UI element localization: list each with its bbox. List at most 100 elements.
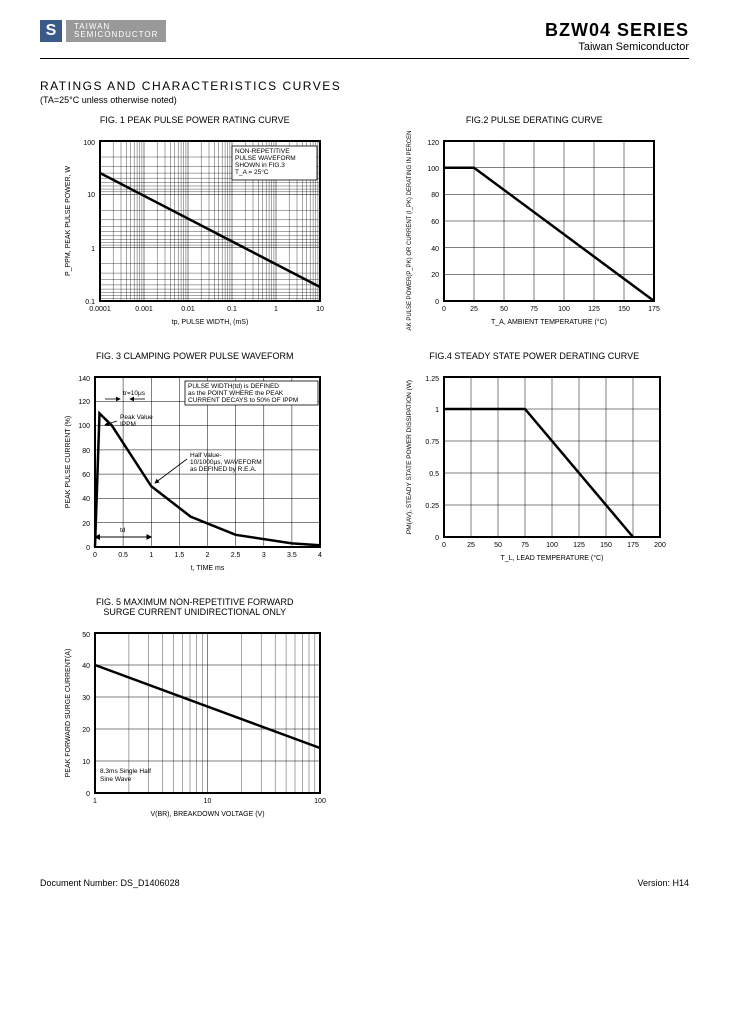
svg-text:10: 10 <box>82 759 90 766</box>
section-note: (TA=25°C unless otherwise noted) <box>40 95 689 105</box>
fig4-chart: 0 0.25 0.5 0.75 1 1.25 0 25 50 75 100 12… <box>394 367 674 567</box>
svg-text:25: 25 <box>467 542 475 549</box>
svg-text:td: td <box>120 527 126 534</box>
svg-text:0: 0 <box>442 306 446 313</box>
fig3-chart: PULSE WIDTH(td) is DEFINED as the POINT … <box>55 367 335 577</box>
svg-text:10: 10 <box>316 306 324 313</box>
svg-text:100: 100 <box>78 423 90 430</box>
fig2: FIG.2 PULSE DERATING CURVE 0 20 40 60 80… <box>380 115 690 331</box>
svg-text:PEAK FORWARD SURGE CURRENT(A): PEAK FORWARD SURGE CURRENT(A) <box>65 649 72 778</box>
svg-text:0.001: 0.001 <box>135 306 153 313</box>
svg-text:20: 20 <box>431 272 439 279</box>
series-title: BZW04 SERIES <box>545 20 689 41</box>
svg-text:as the POINT WHERE the PEAK: as the POINT WHERE the PEAK <box>188 390 284 397</box>
fig5-title: FIG. 5 MAXIMUM NON-REPETITIVE FORWARD SU… <box>40 597 350 617</box>
svg-text:50: 50 <box>500 306 508 313</box>
svg-text:20: 20 <box>82 521 90 528</box>
svg-text:50: 50 <box>494 542 502 549</box>
svg-text:PEAK PULSE POWER(P_PK) OR CURR: PEAK PULSE POWER(P_PK) OR CURRENT (I_PK)… <box>407 131 413 331</box>
svg-text:100: 100 <box>546 542 558 549</box>
svg-text:80: 80 <box>82 448 90 455</box>
svg-text:80: 80 <box>431 192 439 199</box>
svg-text:as DEFINED by R.E.A.: as DEFINED by R.E.A. <box>190 466 257 473</box>
fig1-title: FIG. 1 PEAK PULSE POWER RATING CURVE <box>40 115 350 125</box>
svg-text:0.75: 0.75 <box>426 439 440 446</box>
svg-text:tp, PULSE WIDTH, (mS): tp, PULSE WIDTH, (mS) <box>171 319 248 326</box>
svg-text:2: 2 <box>205 552 209 559</box>
fig5-chart: 8.3ms Single Half Sine Wave 0 10 20 30 4… <box>55 623 335 823</box>
svg-text:IPPM: IPPM <box>120 421 136 428</box>
svg-text:0: 0 <box>86 791 90 798</box>
svg-text:Half Value-: Half Value- <box>190 452 222 459</box>
svg-text:175: 175 <box>648 306 660 313</box>
logo-text-line2: SEMICONDUCTOR <box>74 30 158 39</box>
svg-text:1: 1 <box>91 246 95 253</box>
fig4: FIG.4 STEADY STATE POWER DERATING CURVE … <box>380 351 690 577</box>
svg-text:125: 125 <box>573 542 585 549</box>
logo-text: TAIWAN SEMICONDUCTOR <box>66 20 166 42</box>
svg-text:1: 1 <box>149 552 153 559</box>
svg-text:0: 0 <box>93 552 97 559</box>
svg-text:0: 0 <box>435 299 439 306</box>
svg-text:0.25: 0.25 <box>426 503 440 510</box>
svg-text:120: 120 <box>78 399 90 406</box>
svg-text:0: 0 <box>435 535 439 542</box>
svg-text:T_L, LEAD TEMPERATURE (°C): T_L, LEAD TEMPERATURE (°C) <box>501 554 604 562</box>
svg-text:Peak Value: Peak Value <box>120 414 153 421</box>
svg-text:140: 140 <box>78 376 90 383</box>
svg-text:PULSE WAVEFORM: PULSE WAVEFORM <box>235 155 296 162</box>
svg-text:PEAK PULSE CURRENT (%): PEAK PULSE CURRENT (%) <box>65 416 72 508</box>
fig4-title: FIG.4 STEADY STATE POWER DERATING CURVE <box>380 351 690 361</box>
svg-text:10: 10 <box>203 798 211 805</box>
series-block: BZW04 SERIES Taiwan Semiconductor <box>545 20 689 53</box>
svg-text:1.5: 1.5 <box>174 552 184 559</box>
svg-text:8.3ms Single Half: 8.3ms Single Half <box>100 768 151 775</box>
series-subtitle: Taiwan Semiconductor <box>545 41 689 53</box>
version: Version: H14 <box>637 878 689 888</box>
svg-text:NON-REPETITIVE: NON-REPETITIVE <box>235 148 290 155</box>
svg-text:CURRENT DECAYS to 50% OF IPPM: CURRENT DECAYS to 50% OF IPPM <box>188 397 298 404</box>
svg-text:4: 4 <box>318 552 322 559</box>
svg-text:0: 0 <box>86 545 90 552</box>
fig3: FIG. 3 CLAMPING POWER PULSE WAVEFORM PUL… <box>40 351 350 577</box>
svg-text:0: 0 <box>442 542 446 549</box>
fig1: FIG. 1 PEAK PULSE POWER RATING CURVE <box>40 115 350 331</box>
fig2-chart: 0 20 40 60 80 100 120 0 25 50 75 100 125… <box>394 131 674 331</box>
svg-text:40: 40 <box>431 246 439 253</box>
svg-text:75: 75 <box>530 306 538 313</box>
svg-text:P_PPM, PEAK PULSE POWER, W: P_PPM, PEAK PULSE POWER, W <box>65 166 72 276</box>
svg-text:3.5: 3.5 <box>287 552 297 559</box>
svg-text:200: 200 <box>654 542 666 549</box>
svg-text:1: 1 <box>435 407 439 414</box>
svg-text:0.1: 0.1 <box>85 299 95 306</box>
svg-text:20: 20 <box>82 727 90 734</box>
svg-text:0.0001: 0.0001 <box>89 306 111 313</box>
fig5: FIG. 5 MAXIMUM NON-REPETITIVE FORWARD SU… <box>40 597 350 823</box>
svg-text:125: 125 <box>588 306 600 313</box>
svg-text:2.5: 2.5 <box>230 552 240 559</box>
svg-text:T_A = 25°C: T_A = 25°C <box>235 168 269 176</box>
svg-text:V(BR), BREAKDOWN VOLTAGE (V): V(BR), BREAKDOWN VOLTAGE (V) <box>150 811 264 818</box>
svg-text:10/1000μs, WAVEFORM: 10/1000μs, WAVEFORM <box>190 459 262 466</box>
svg-text:60: 60 <box>82 472 90 479</box>
svg-text:1.25: 1.25 <box>426 376 440 383</box>
svg-text:30: 30 <box>82 695 90 702</box>
fig5-title-line1: FIG. 5 MAXIMUM NON-REPETITIVE FORWARD <box>96 597 294 607</box>
svg-text:150: 150 <box>618 306 630 313</box>
logo: S TAIWAN SEMICONDUCTOR <box>40 20 166 42</box>
svg-text:0.5: 0.5 <box>430 471 440 478</box>
fig5-title-line2: SURGE CURRENT UNIDIRECTIONAL ONLY <box>103 607 286 617</box>
svg-text:1: 1 <box>93 798 97 805</box>
svg-text:0.01: 0.01 <box>181 306 195 313</box>
svg-text:100: 100 <box>314 798 326 805</box>
svg-text:Sine Wave: Sine Wave <box>100 776 132 783</box>
svg-text:3: 3 <box>262 552 266 559</box>
fig3-title: FIG. 3 CLAMPING POWER PULSE WAVEFORM <box>40 351 350 361</box>
svg-text:10: 10 <box>87 192 95 199</box>
fig2-title: FIG.2 PULSE DERATING CURVE <box>380 115 690 125</box>
svg-text:T_A, AMBIENT TEMPERATURE (°C): T_A, AMBIENT TEMPERATURE (°C) <box>491 318 607 326</box>
svg-text:0.5: 0.5 <box>118 552 128 559</box>
svg-text:40: 40 <box>82 496 90 503</box>
svg-text:150: 150 <box>600 542 612 549</box>
svg-text:100: 100 <box>83 140 95 147</box>
